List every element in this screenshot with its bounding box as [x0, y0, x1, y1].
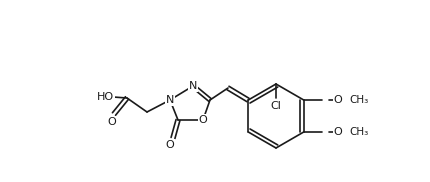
Text: N: N: [166, 95, 174, 105]
Text: O: O: [334, 95, 342, 105]
Text: N: N: [189, 81, 197, 91]
Text: HO: HO: [96, 92, 114, 102]
Text: O: O: [166, 140, 175, 150]
Text: O: O: [108, 117, 117, 127]
Text: CH₃: CH₃: [350, 127, 369, 137]
Text: O: O: [199, 115, 207, 125]
Text: CH₃: CH₃: [350, 95, 369, 105]
Text: O: O: [334, 127, 342, 137]
Text: Cl: Cl: [270, 101, 282, 111]
